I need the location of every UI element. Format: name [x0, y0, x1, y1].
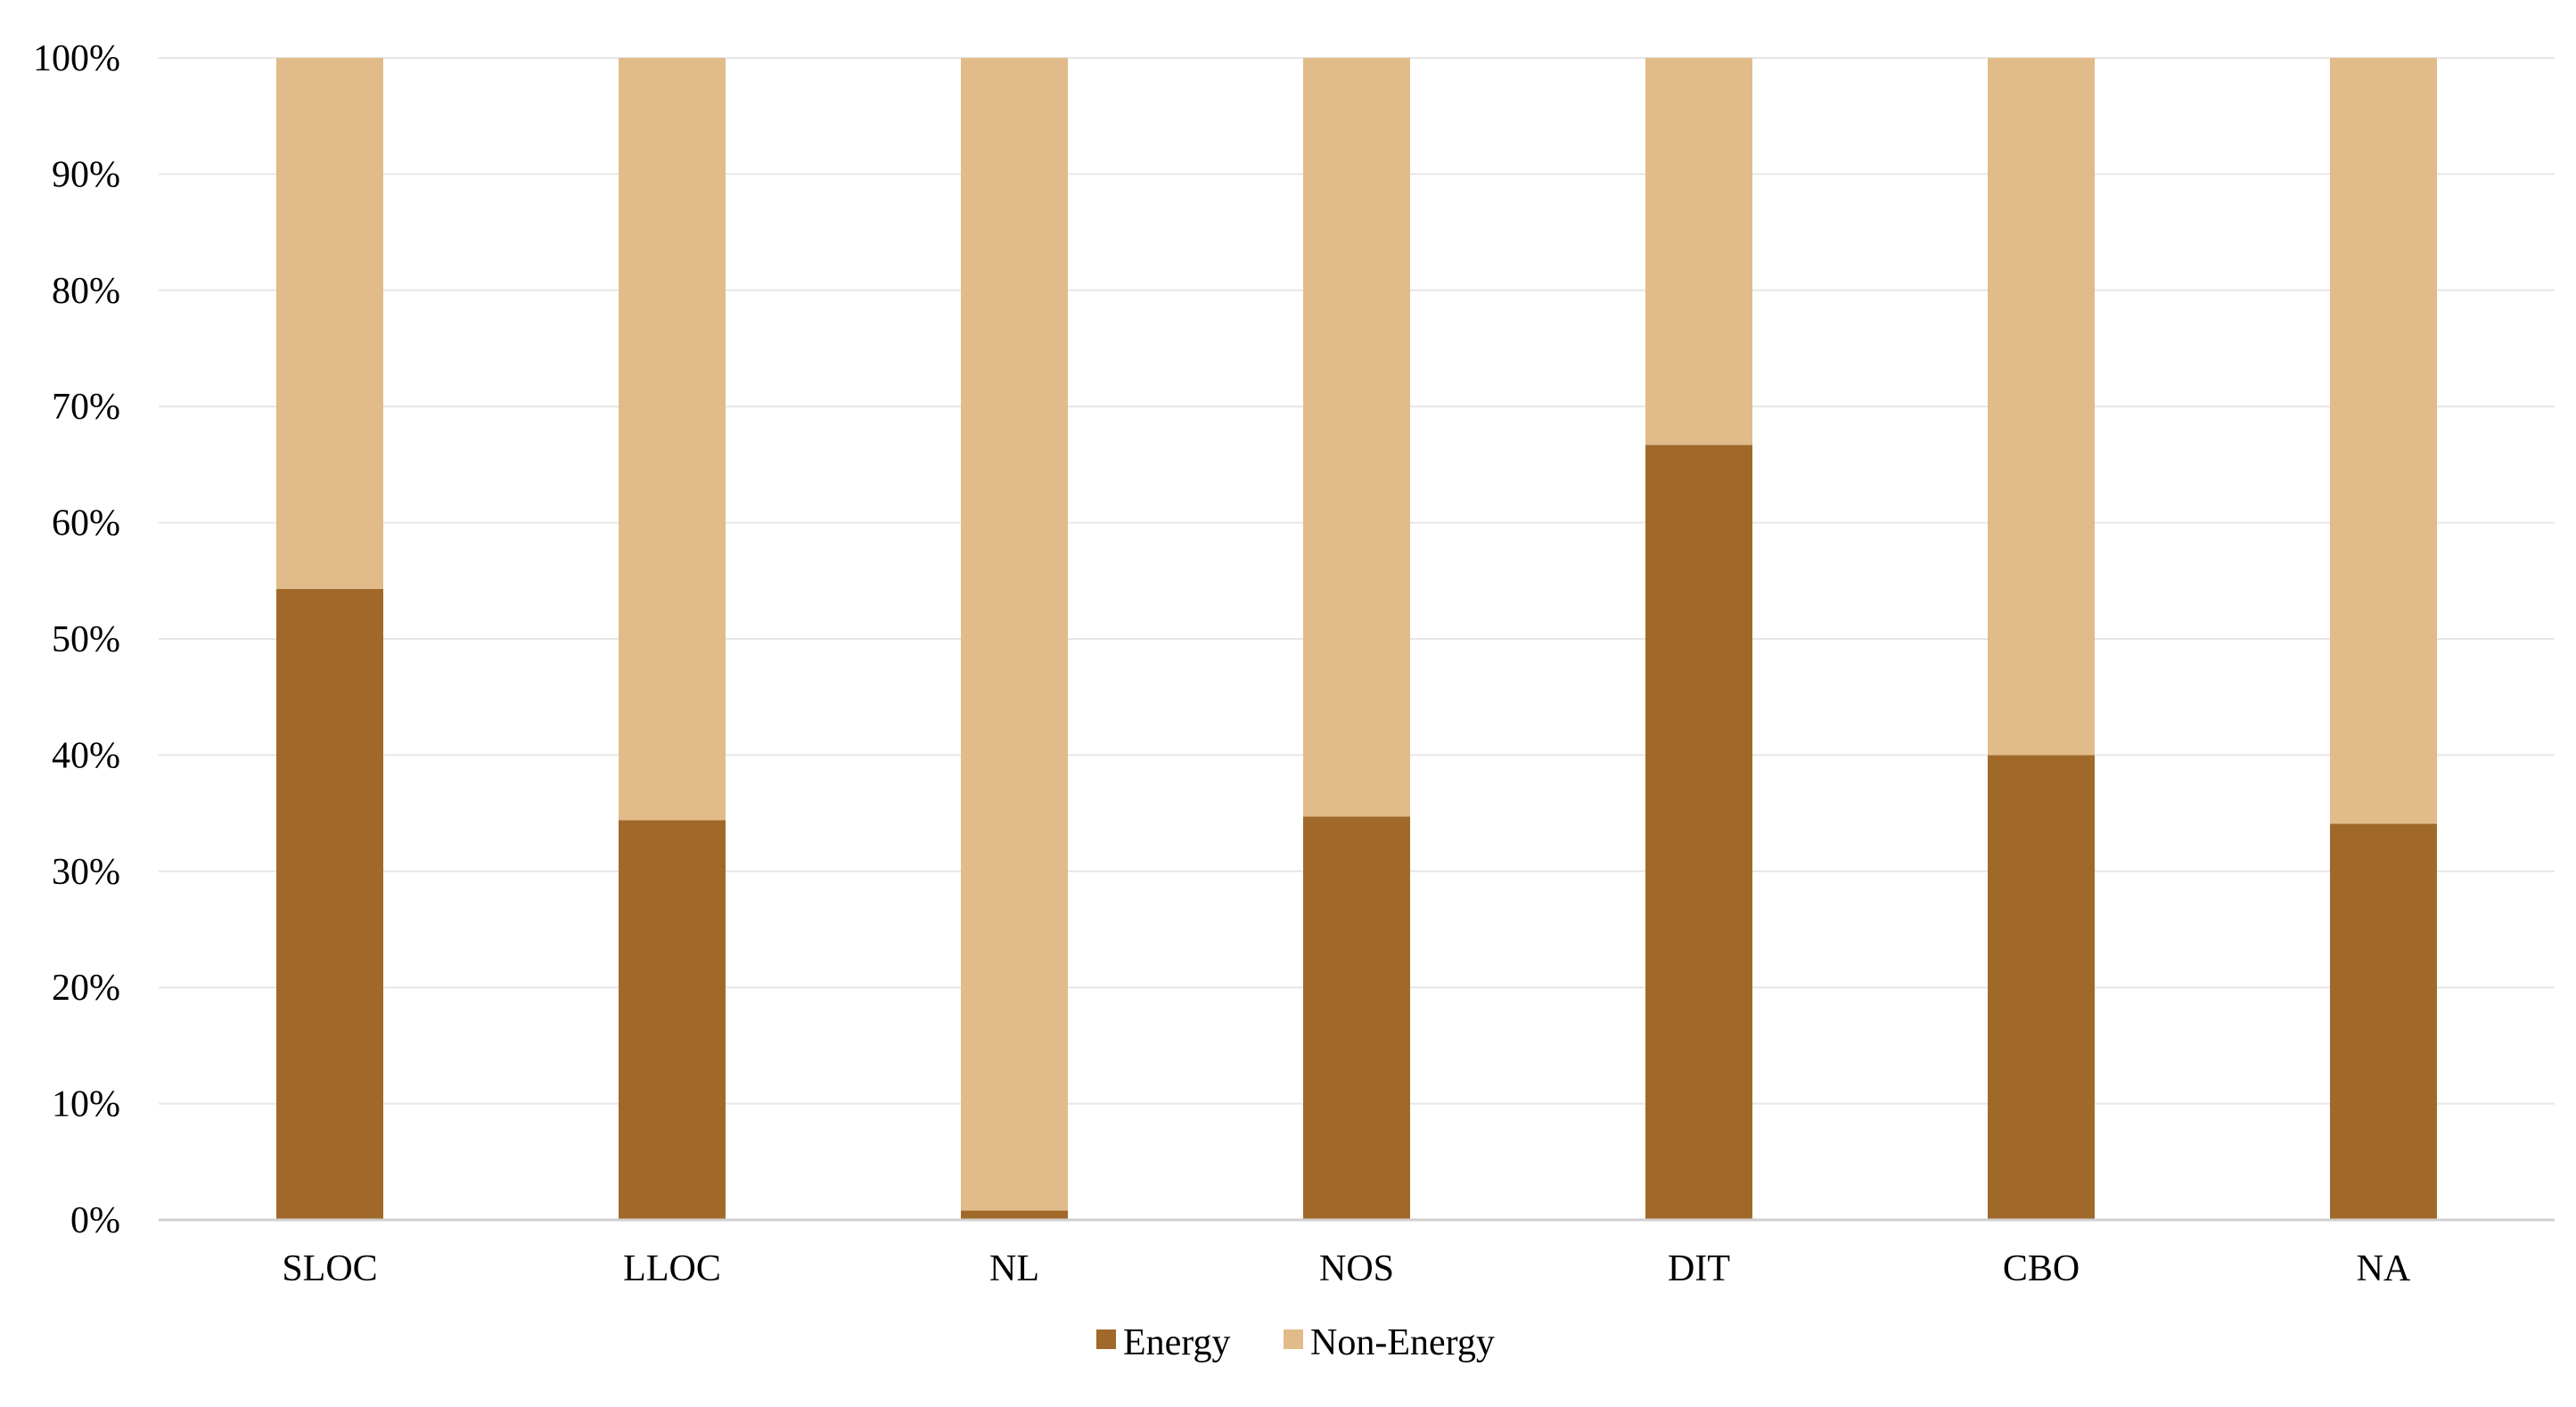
- bar-segment-non-energy: [276, 58, 383, 589]
- x-tick-label: DIT: [1668, 1248, 1730, 1289]
- bar-segment-energy: [2330, 823, 2437, 1220]
- y-tick-label: 10%: [52, 1084, 120, 1125]
- legend-swatch: [1096, 1329, 1116, 1349]
- legend: Energy Non-Energy: [1096, 1322, 1495, 1363]
- y-tick-label: 60%: [52, 503, 120, 544]
- y-tick-label: 50%: [52, 619, 120, 660]
- bar-segment-energy: [961, 1210, 1068, 1220]
- x-tick-label: LLOC: [623, 1248, 721, 1289]
- bar-segment-energy: [619, 820, 726, 1220]
- y-tick-label: 20%: [52, 968, 120, 1009]
- y-tick-label: 30%: [52, 852, 120, 893]
- bar-segment-non-energy: [1988, 58, 2095, 756]
- y-tick-label: 70%: [52, 387, 120, 428]
- bar-segment-energy: [1988, 755, 2095, 1220]
- legend-label: Non-Energy: [1310, 1322, 1495, 1363]
- legend-swatch: [1284, 1329, 1303, 1349]
- y-tick-label: 40%: [52, 735, 120, 776]
- bar-segment-energy: [276, 588, 383, 1220]
- bar-segment-non-energy: [619, 58, 726, 821]
- y-tick-label: 90%: [52, 154, 120, 195]
- x-tick-label: NA: [2357, 1248, 2411, 1289]
- x-tick-label: NL: [989, 1248, 1039, 1289]
- y-tick-label: 0%: [70, 1200, 120, 1241]
- x-tick-label: CBO: [2003, 1248, 2080, 1289]
- bar-segment-energy: [1303, 816, 1410, 1220]
- y-axis-ticks: 0% 10% 20% 30% 40% 50% 60% 70% 80% 90% 100%: [33, 38, 120, 1241]
- legend-label: Energy: [1123, 1322, 1231, 1363]
- bar-segment-energy: [1645, 445, 1752, 1220]
- bar-segment-non-energy: [961, 58, 1068, 1211]
- y-tick-label: 80%: [52, 271, 120, 312]
- x-tick-label: SLOC: [282, 1248, 377, 1289]
- bar-segment-non-energy: [2330, 58, 2437, 824]
- x-axis-ticks: SLOC LLOC NL NOS DIT CBO NA: [282, 1248, 2411, 1289]
- bar-segment-non-energy: [1303, 58, 1410, 817]
- y-tick-label: 100%: [33, 38, 120, 79]
- x-tick-label: NOS: [1319, 1248, 1394, 1289]
- bar-segment-non-energy: [1645, 58, 1752, 446]
- bars: [276, 58, 2437, 1220]
